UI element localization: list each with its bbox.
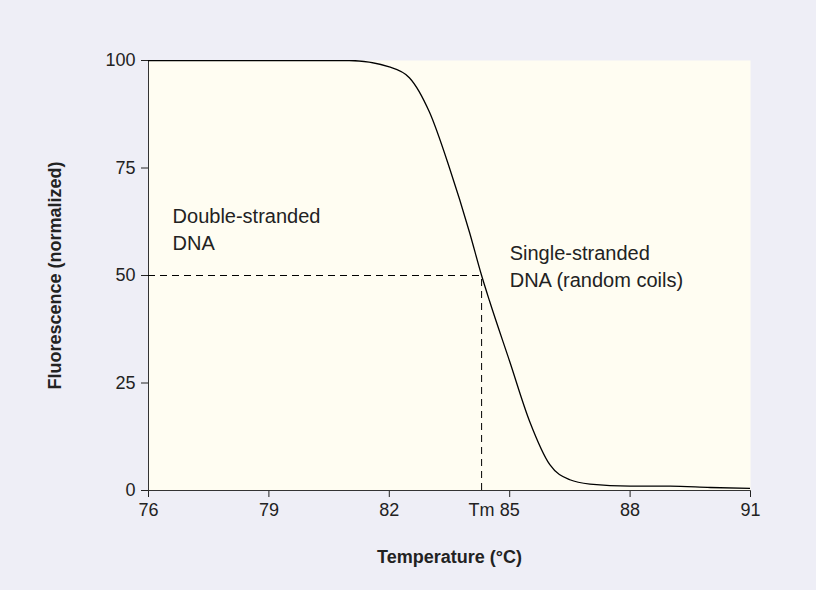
svg-text:Tm: Tm [469,500,495,520]
svg-text:75: 75 [115,158,135,178]
svg-text:0: 0 [125,480,135,500]
svg-text:Fluorescence (normalized): Fluorescence (normalized) [45,161,65,389]
svg-text:100: 100 [105,50,135,70]
svg-text:91: 91 [740,500,760,520]
svg-text:Double-strandedDNA: Double-strandedDNA [173,205,321,254]
svg-text:50: 50 [115,265,135,285]
svg-text:Temperature (°C): Temperature (°C) [377,547,522,567]
svg-text:85: 85 [500,500,520,520]
svg-text:76: 76 [138,500,158,520]
svg-text:79: 79 [259,500,279,520]
svg-text:82: 82 [379,500,399,520]
svg-text:Single-strandedDNA (random coi: Single-strandedDNA (random coils) [510,242,683,291]
svg-text:88: 88 [620,500,640,520]
svg-text:25: 25 [115,373,135,393]
